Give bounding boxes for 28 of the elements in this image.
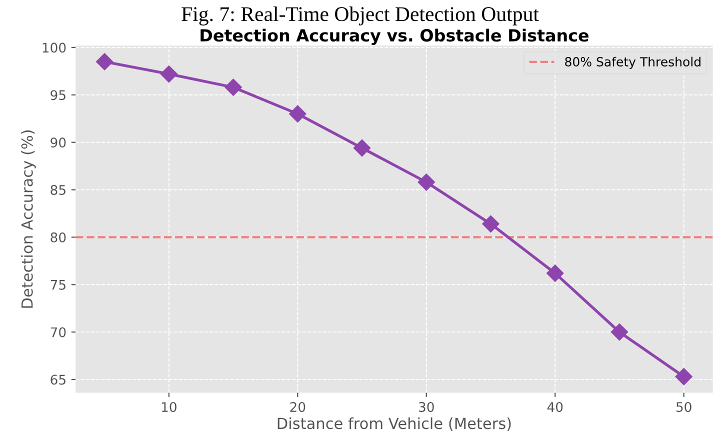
point	[160, 65, 178, 83]
x-tick-label: 10	[162, 402, 176, 412]
y-tick-label: 80	[50, 232, 66, 242]
x-tick-label: 50	[676, 402, 692, 412]
y-tick-label: 75	[50, 280, 66, 290]
y-tick-label: 70	[50, 327, 66, 338]
y-tick-label: 95	[50, 90, 66, 100]
y-tick-label: 90	[50, 138, 66, 148]
point	[353, 139, 371, 157]
x-tick-label: 30	[418, 402, 434, 412]
point	[418, 174, 435, 191]
x-tick-label: 40	[547, 402, 563, 412]
y-axis-title: Detection Accuracy (%)	[21, 130, 36, 308]
point	[610, 324, 628, 341]
point	[546, 264, 564, 282]
caption: Fig. 7: Real-Time Object Detection Output	[182, 6, 539, 26]
y-tick-label: 65	[50, 374, 66, 385]
legend-label: 80% Safety Threshold	[565, 56, 700, 69]
chart-title: Detection Accuracy vs. Obstacle Distance	[200, 28, 588, 45]
point	[675, 368, 692, 386]
x-axis-title: Distance from Vehicle (Meters)	[278, 417, 511, 431]
point	[289, 105, 306, 122]
x-tick-label: 20	[290, 402, 306, 412]
y-tick-label: 85	[50, 184, 66, 195]
point	[482, 215, 500, 232]
point	[96, 53, 114, 70]
y-tick-label: 100	[42, 42, 66, 53]
point	[224, 78, 242, 96]
